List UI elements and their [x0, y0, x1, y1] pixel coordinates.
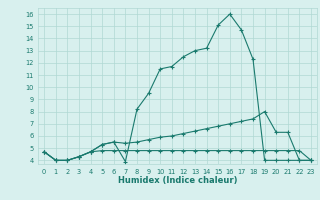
- X-axis label: Humidex (Indice chaleur): Humidex (Indice chaleur): [118, 176, 237, 185]
